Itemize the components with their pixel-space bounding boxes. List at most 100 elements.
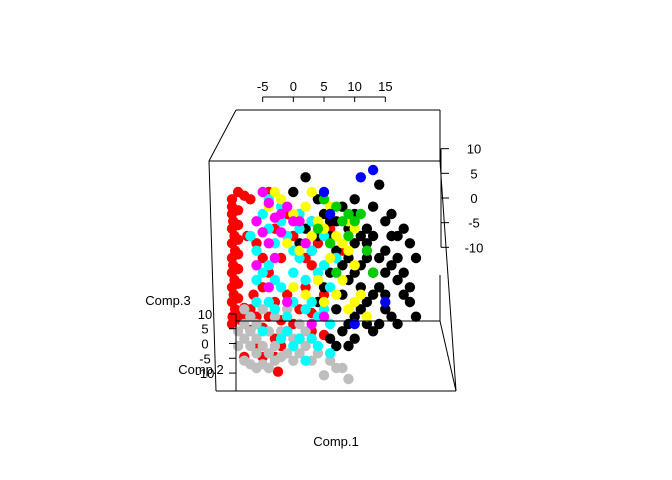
x-tick-label: 0 xyxy=(290,79,297,94)
point-black xyxy=(337,260,348,271)
point-red xyxy=(226,318,238,330)
x-axis-top: -5 0 5 10 15 xyxy=(257,79,393,102)
point-magenta xyxy=(263,197,274,209)
point-gray xyxy=(257,340,268,352)
point-cyan xyxy=(251,245,262,256)
z-axis-label: Comp.3 xyxy=(145,293,191,308)
point-red xyxy=(300,282,311,293)
point-red xyxy=(232,278,244,289)
point-black xyxy=(404,296,416,308)
point-red xyxy=(232,205,244,216)
point-cyan xyxy=(312,340,324,352)
point-black xyxy=(386,230,397,242)
left-tick-label: 5 xyxy=(201,322,208,337)
point-gray xyxy=(294,348,305,359)
y-axis-label: Comp.2 xyxy=(178,362,224,377)
point-green xyxy=(312,223,324,234)
point-blue xyxy=(324,208,336,220)
point-black xyxy=(380,267,391,278)
point-blue xyxy=(349,318,360,330)
point-yellow xyxy=(306,230,317,242)
point-cyan xyxy=(275,333,287,344)
point-magenta xyxy=(318,311,330,322)
point-red xyxy=(251,238,262,249)
point-red xyxy=(318,289,330,300)
point-cyan xyxy=(263,296,274,308)
point-cyan xyxy=(282,326,293,337)
point-black xyxy=(349,311,360,322)
point-green xyxy=(343,230,354,242)
point-magenta xyxy=(294,216,305,227)
point-cyan xyxy=(251,296,262,308)
point-yellow xyxy=(275,194,287,205)
point-gray xyxy=(288,355,299,366)
point-gray xyxy=(257,304,268,315)
point-gray xyxy=(300,326,311,337)
point-gray xyxy=(282,304,293,315)
point-black xyxy=(392,252,403,264)
point-red xyxy=(282,289,293,300)
point-black xyxy=(331,304,342,315)
box-edge xyxy=(208,109,237,162)
point-cyan xyxy=(269,304,281,315)
point-yellow xyxy=(294,245,305,256)
point-red xyxy=(232,219,244,231)
point-yellow xyxy=(361,311,373,322)
point-black xyxy=(343,252,354,264)
point-black xyxy=(355,282,366,293)
point-yellow xyxy=(318,296,330,308)
point-black xyxy=(367,230,379,242)
point-black xyxy=(386,260,397,271)
left-tick-label: 10 xyxy=(198,307,212,322)
point-blue xyxy=(355,172,366,183)
point-black xyxy=(392,274,403,286)
point-black xyxy=(386,311,397,322)
point-yellow xyxy=(343,245,354,256)
point-black xyxy=(355,304,366,315)
point-black xyxy=(404,238,416,249)
point-red xyxy=(232,293,244,304)
point-green xyxy=(361,245,373,256)
point-black xyxy=(380,304,391,315)
point-magenta xyxy=(282,296,293,308)
point-black xyxy=(380,289,391,300)
point-red xyxy=(257,252,268,264)
point-black xyxy=(380,216,391,227)
box-edge xyxy=(439,320,457,392)
point-yellow xyxy=(337,274,348,286)
point-black xyxy=(331,340,342,352)
point-cyan xyxy=(288,340,299,352)
point-cyan xyxy=(318,304,330,315)
point-cyan xyxy=(269,274,281,286)
point-yellow xyxy=(306,186,317,198)
point-black xyxy=(361,223,373,234)
point-gray xyxy=(245,326,256,337)
point-black xyxy=(349,267,360,278)
point-black xyxy=(367,326,379,337)
point-magenta xyxy=(269,252,281,264)
point-black xyxy=(355,230,366,242)
point-gray xyxy=(232,340,244,352)
point-black xyxy=(343,340,354,352)
point-cyan xyxy=(306,296,317,308)
point-magenta xyxy=(263,238,274,249)
point-red xyxy=(232,263,244,275)
point-yellow xyxy=(343,304,354,315)
point-black xyxy=(398,267,409,278)
point-black xyxy=(367,201,379,212)
point-black xyxy=(361,296,373,308)
point-yellow xyxy=(300,289,311,300)
point-yellow xyxy=(288,282,299,293)
point-gray xyxy=(239,333,250,344)
box-edge xyxy=(208,160,217,392)
point-red xyxy=(245,194,256,205)
point-cyan xyxy=(275,282,287,293)
point-magenta xyxy=(251,260,262,271)
point-black xyxy=(324,333,336,344)
right-tick-label: -5 xyxy=(468,216,480,231)
point-magenta xyxy=(275,227,287,238)
point-black xyxy=(300,172,311,183)
point-yellow xyxy=(288,208,299,220)
point-red xyxy=(232,234,244,245)
